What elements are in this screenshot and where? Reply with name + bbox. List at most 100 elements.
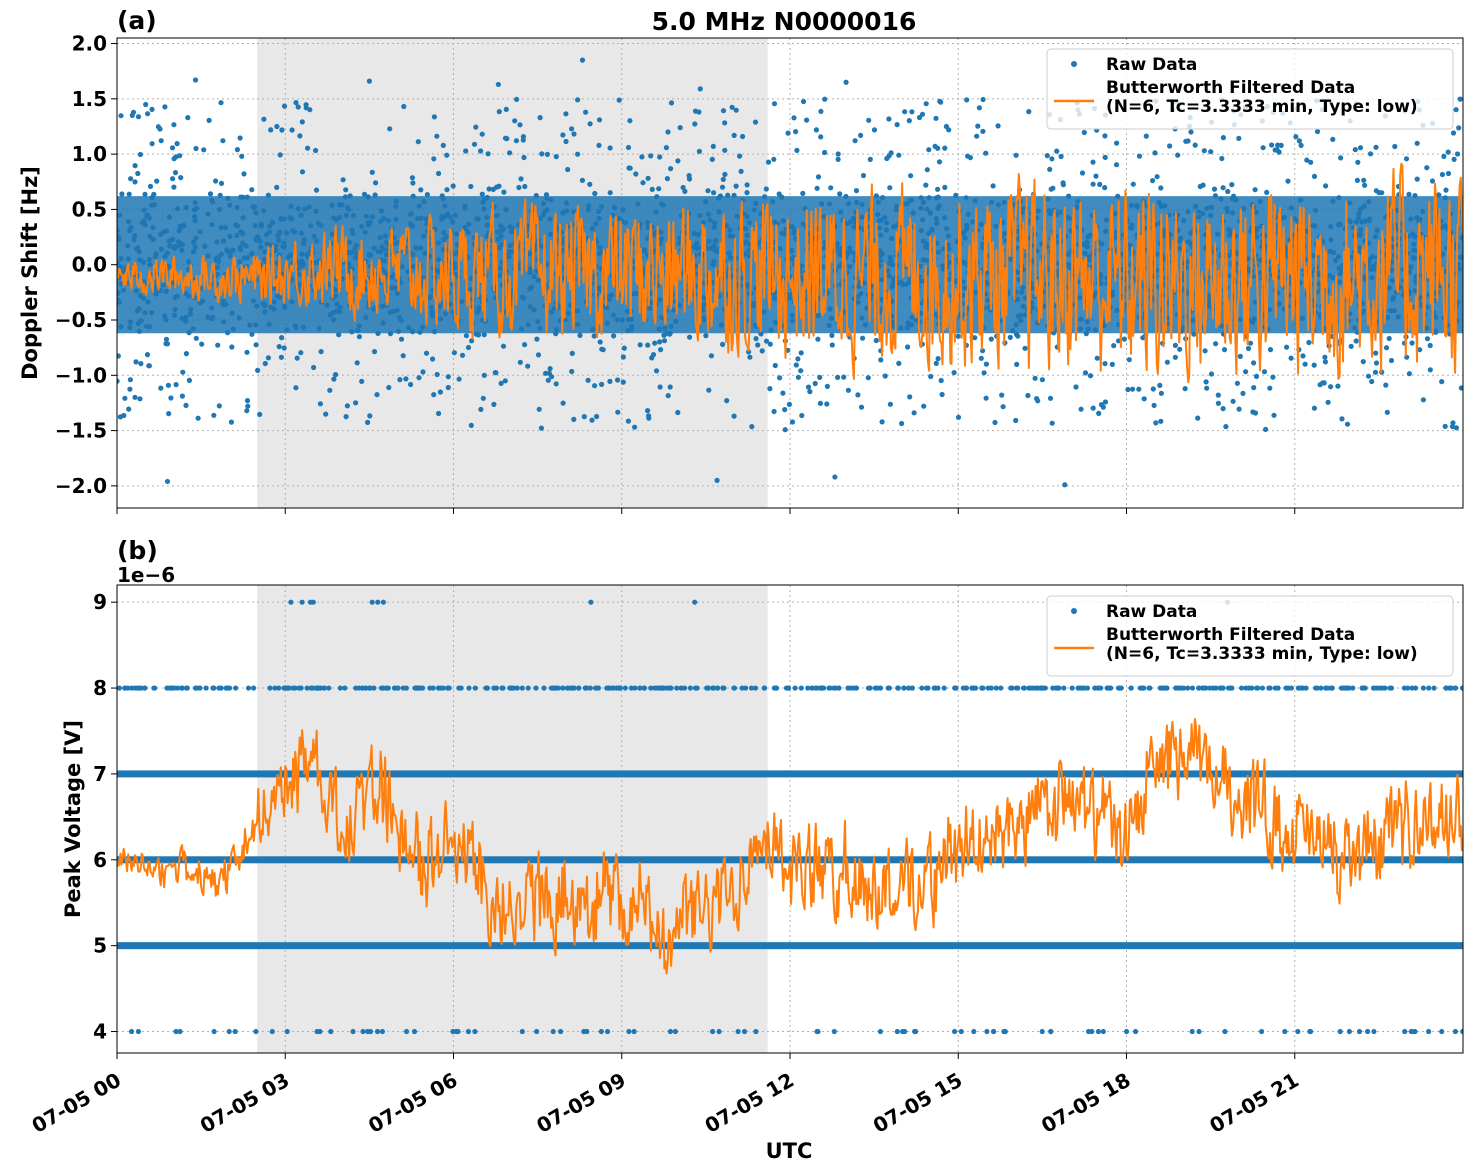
- raw-point: [909, 685, 915, 691]
- raw-point: [229, 344, 235, 350]
- raw-point: [887, 401, 894, 407]
- raw-point: [232, 1028, 238, 1035]
- raw-point: [1202, 348, 1208, 354]
- raw-point: [955, 333, 961, 339]
- raw-point: [1026, 109, 1032, 115]
- raw-point: [981, 370, 987, 376]
- raw-point: [1298, 142, 1304, 148]
- raw-point: [765, 159, 772, 165]
- raw-point: [218, 100, 224, 106]
- raw-point: [663, 145, 670, 151]
- raw-point: [207, 191, 214, 197]
- raw-point: [935, 356, 941, 362]
- raw-point: [1000, 404, 1006, 410]
- raw-point: [375, 599, 381, 605]
- raw-point: [128, 176, 134, 182]
- raw-point: [1426, 685, 1432, 691]
- raw-point: [533, 685, 539, 691]
- raw-point: [1445, 149, 1451, 155]
- raw-point: [991, 1028, 997, 1035]
- raw-point: [622, 685, 628, 691]
- raw-point: [964, 97, 970, 103]
- raw-point: [772, 362, 778, 369]
- y-axis-label: Peak Voltage [V]: [61, 720, 85, 918]
- raw-point: [763, 186, 769, 192]
- raw-point: [228, 419, 234, 425]
- raw-point: [379, 685, 385, 691]
- raw-point: [504, 136, 510, 142]
- legend-box: [1046, 48, 1454, 130]
- raw-point: [607, 145, 613, 151]
- raw-point: [620, 379, 626, 385]
- raw-point: [579, 177, 586, 183]
- raw-point: [682, 188, 688, 194]
- raw-point: [911, 410, 917, 416]
- raw-point: [988, 336, 994, 342]
- raw-point: [480, 395, 486, 401]
- raw-data-points: [117, 599, 1463, 1035]
- y-tick-label: 1.0: [72, 142, 107, 166]
- raw-point: [1159, 685, 1165, 691]
- raw-point: [720, 176, 726, 182]
- raw-point: [215, 342, 221, 348]
- raw-point: [923, 182, 929, 188]
- raw-point: [498, 380, 504, 386]
- raw-point: [677, 125, 683, 131]
- raw-point: [1056, 685, 1062, 691]
- raw-point: [1025, 392, 1031, 399]
- raw-point: [813, 127, 820, 133]
- raw-point: [1084, 685, 1091, 691]
- raw-point: [420, 369, 426, 375]
- raw-point: [641, 685, 648, 691]
- raw-point: [261, 116, 267, 122]
- raw-point: [901, 685, 907, 691]
- raw-point: [244, 408, 250, 414]
- x-tick-label: 07-05 03: [196, 1068, 294, 1138]
- raw-point: [538, 425, 545, 431]
- raw-point: [1278, 142, 1284, 148]
- raw-point: [835, 151, 841, 157]
- raw-point: [837, 191, 843, 197]
- raw-point: [1308, 159, 1314, 165]
- raw-point: [1229, 182, 1235, 188]
- raw-point: [1183, 138, 1189, 144]
- raw-point: [1408, 1028, 1414, 1035]
- raw-point: [1354, 177, 1360, 183]
- raw-point: [591, 333, 597, 339]
- raw-point: [249, 187, 255, 193]
- raw-point: [486, 186, 492, 192]
- raw-point: [1383, 382, 1389, 388]
- panel-b: 9 8 7 6 5 4 07-05 00 07-05 03 07-05 06 07-05 09 07…: [28, 536, 1464, 1138]
- raw-point: [1178, 685, 1184, 691]
- raw-point: [1373, 350, 1379, 356]
- raw-point: [1420, 685, 1426, 691]
- raw-point: [1360, 359, 1366, 365]
- raw-point: [871, 127, 878, 133]
- raw-point: [611, 333, 617, 339]
- raw-point: [899, 420, 905, 427]
- raw-point: [1373, 360, 1380, 366]
- raw-point: [1095, 685, 1101, 691]
- raw-point: [1167, 143, 1173, 149]
- raw-point: [293, 100, 299, 106]
- raw-point: [724, 398, 730, 404]
- raw-point: [592, 190, 598, 197]
- raw-point: [519, 685, 525, 691]
- raw-point: [858, 404, 865, 410]
- raw-point: [744, 190, 750, 196]
- raw-point: [599, 381, 605, 387]
- raw-point: [472, 685, 478, 691]
- raw-point: [1251, 385, 1257, 391]
- x-tick-label: 07-05 06: [364, 1068, 462, 1138]
- raw-point: [794, 147, 800, 153]
- raw-point: [1093, 173, 1099, 179]
- legend-label-filtered-params: (N=6, Tc=3.3333 min, Type: low): [1106, 97, 1418, 117]
- raw-point: [1215, 400, 1221, 406]
- raw-point: [1150, 178, 1156, 184]
- raw-point: [1317, 382, 1323, 388]
- raw-point: [1348, 343, 1354, 349]
- raw-point: [1346, 1028, 1352, 1035]
- raw-point: [569, 350, 575, 356]
- raw-point: [525, 363, 531, 369]
- raw-point: [1203, 379, 1209, 385]
